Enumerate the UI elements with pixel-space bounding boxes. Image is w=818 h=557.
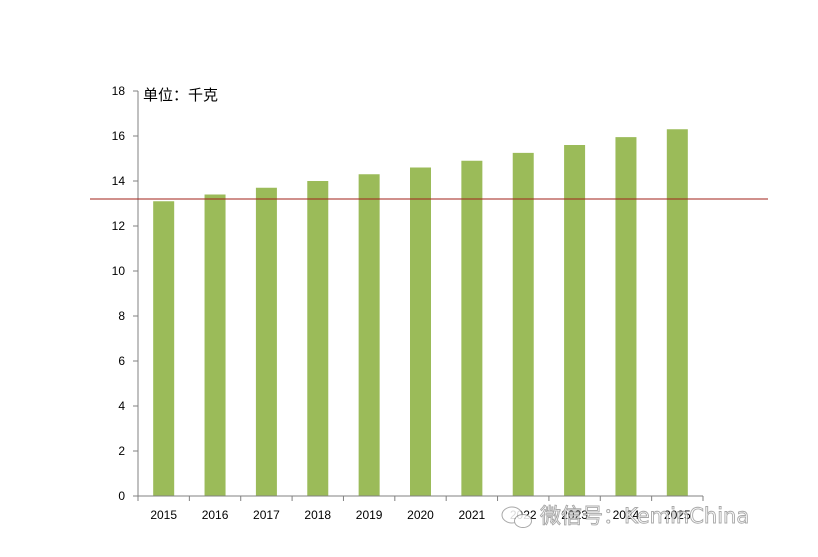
bar-2018	[307, 181, 329, 496]
bar-2022	[512, 152, 534, 496]
bar-2025	[666, 129, 688, 496]
x-tick-label-2024: 2024	[613, 508, 640, 522]
y-axis-ticks	[133, 90, 138, 497]
x-axis-tick-labels: 2015201620172018201920202021202220232024…	[150, 508, 691, 522]
y-tick-label: 10	[112, 264, 126, 278]
x-tick-label-2021: 2021	[459, 508, 486, 522]
unit-label: 单位：千克	[143, 86, 218, 104]
x-tick-label-2023: 2023	[561, 508, 588, 522]
x-tick-label-2019: 2019	[356, 508, 383, 522]
bar-2017	[255, 187, 277, 496]
y-tick-label: 18	[112, 84, 126, 98]
y-tick-label: 16	[112, 129, 126, 143]
watermark-text: 微信号：KeminChina	[540, 504, 749, 528]
x-tick-label-2018: 2018	[304, 508, 331, 522]
y-tick-label: 8	[118, 309, 125, 323]
bar-2020	[410, 167, 431, 496]
x-tick-label-2015: 2015	[150, 508, 177, 522]
y-tick-label: 14	[112, 174, 126, 188]
y-tick-label: 0	[118, 489, 125, 503]
x-axis-ticks	[137, 496, 704, 501]
y-axis-tick-labels: 0 2 4 6 8 10 12 14 16 18	[112, 84, 126, 503]
x-tick-label-2017: 2017	[253, 508, 280, 522]
y-tick-label: 12	[112, 219, 126, 233]
bars	[153, 129, 688, 496]
y-tick-label: 2	[118, 444, 125, 458]
wechat-icon	[501, 506, 532, 528]
bar-2024	[615, 137, 637, 496]
watermark: 微信号：KeminChina	[501, 504, 750, 528]
y-tick-label: 6	[118, 354, 125, 368]
bar-2016	[204, 194, 226, 496]
y-tick-label: 4	[118, 399, 125, 413]
x-tick-label-2025: 2025	[664, 508, 691, 522]
x-tick-label-2016: 2016	[202, 508, 229, 522]
x-tick-label-2020: 2020	[407, 508, 434, 522]
bar-2015	[153, 201, 175, 496]
bar-2023	[564, 145, 586, 496]
bar-2021	[461, 160, 483, 496]
bar-2019	[358, 174, 380, 496]
